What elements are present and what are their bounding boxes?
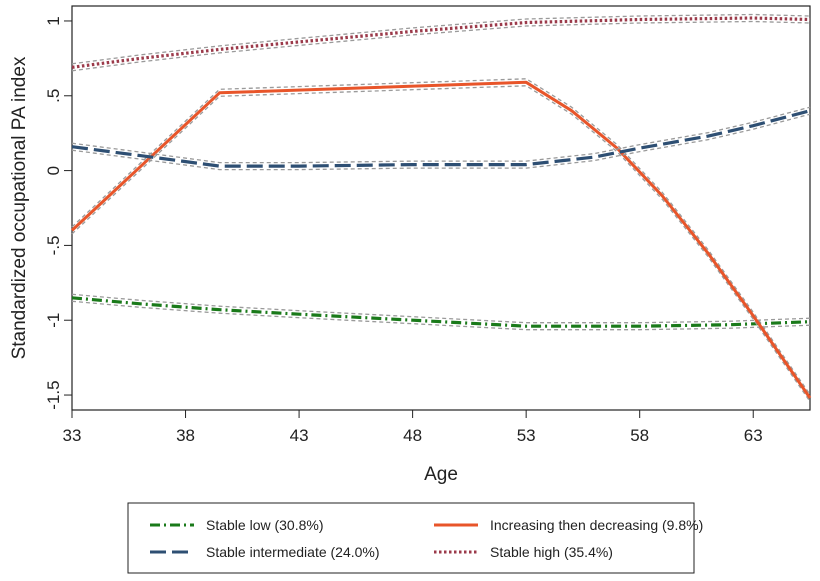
y-tick-label: 0 [44,166,63,175]
legend-item: Stable low (30.8%) [150,517,324,533]
x-tick-label: 43 [290,426,309,445]
legend-label: Increasing then decreasing (9.8%) [490,517,703,533]
series-2 [71,106,811,171]
series-3 [71,13,811,72]
confidence-band [71,78,811,395]
y-axis: 1 .5 0 -.5 -1 -1.5 [44,16,72,410]
legend-label: Stable low (30.8%) [206,517,324,533]
plot-area [71,5,811,411]
series-0 [71,293,811,331]
legend: Stable low (30.8%) Increasing then decrea… [127,502,703,574]
series-line [71,296,811,328]
x-tick-label: 48 [403,426,422,445]
confidence-band [71,13,811,65]
x-tick-label: 63 [744,426,763,445]
y-tick-label: -1.5 [44,380,63,409]
confidence-band [71,293,811,324]
x-tick-label: 58 [630,426,649,445]
legend-item: Stable high (35.4%) [434,544,613,560]
confidence-band [71,113,811,171]
x-axis-title: Age [424,464,458,485]
y-tick-label: .5 [44,89,63,103]
legend-label: Stable high (35.4%) [490,544,613,560]
series-line [70,80,812,399]
legend-label: Stable intermediate (24.0%) [206,544,380,560]
series-1 [70,78,812,402]
confidence-band [71,20,811,72]
series-line [71,16,811,69]
plot-border [71,5,811,411]
series-line [71,109,811,168]
legend-item: Stable intermediate (24.0%) [150,544,380,560]
legend-item: Increasing then decreasing (9.8%) [434,517,703,533]
y-axis-title: Standardized occupational PA index [9,56,30,359]
x-tick-label: 38 [176,426,195,445]
confidence-band [71,85,811,402]
x-axis: 33 38 43 48 53 58 63 [63,410,763,445]
y-tick-label: 1 [44,16,63,25]
confidence-band [71,300,811,331]
x-tick-label: 33 [63,426,82,445]
y-tick-label: -.5 [44,235,63,255]
y-tick-label: -1 [44,313,63,328]
series-layer [70,13,812,402]
legend-box [127,502,695,574]
x-tick-label: 53 [517,426,536,445]
confidence-band [71,106,811,164]
